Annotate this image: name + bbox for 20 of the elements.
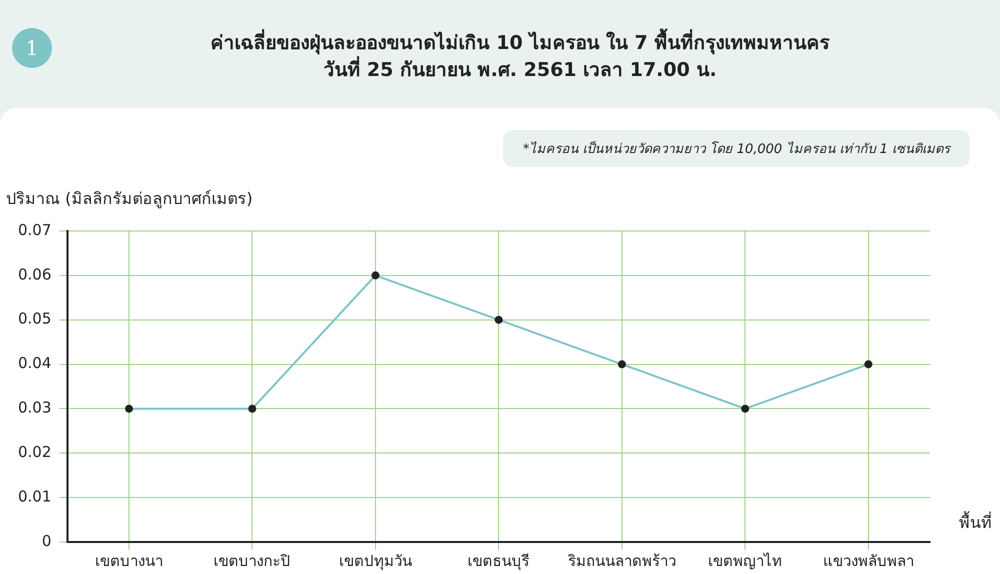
x-tick-label: แขวงพลับพลา xyxy=(822,552,914,570)
x-tick-label: เขตบางนา xyxy=(95,552,164,570)
y-tick-label: 0 xyxy=(42,532,52,550)
x-tick-label: เขตพญาไท xyxy=(708,552,782,570)
number-badge: 1 xyxy=(12,28,52,68)
y-tick-label: 0.01 xyxy=(18,487,52,506)
y-tick-label: 0.06 xyxy=(18,265,52,284)
y-tick-label: 0.02 xyxy=(18,443,52,462)
x-tick-label: เขตธนบุรี xyxy=(468,552,530,571)
text: *ไมครอน เป็นหน่วยวัดความยาว โดย 10,000 ไมครอน เท่ากับ 1 เซนติเมตร xyxy=(502,130,970,167)
y-tick-label: 0.07 xyxy=(18,220,52,239)
y-tick-label: 0.05 xyxy=(18,310,52,328)
y-axis-title: ปริมาณ (มิลลิกรัมต่อลูกบาศก์เมตร) xyxy=(6,188,253,210)
x-tick-label: เขตบางกะปิ xyxy=(214,552,291,570)
chart-title: ค่าเฉลี่ยของฝุ่นละอองขนาดไม่เกิน 10 ไมครอน ใน 7 พื้นที่กรุงเทพมหานคร วันที่ 25 กันยายน พ.ศ. 2561 เวลา 17.00 น. xyxy=(210,30,831,83)
y-tick-label: 0.03 xyxy=(18,398,52,417)
x-axis-title: พื้นที่ xyxy=(959,510,992,534)
x-tick-label: ริมถนนลาดพร้าว xyxy=(566,552,676,570)
y-tick-label: 0.04 xyxy=(18,354,52,372)
x-tick-label: เขตปทุมวัน xyxy=(338,552,412,571)
